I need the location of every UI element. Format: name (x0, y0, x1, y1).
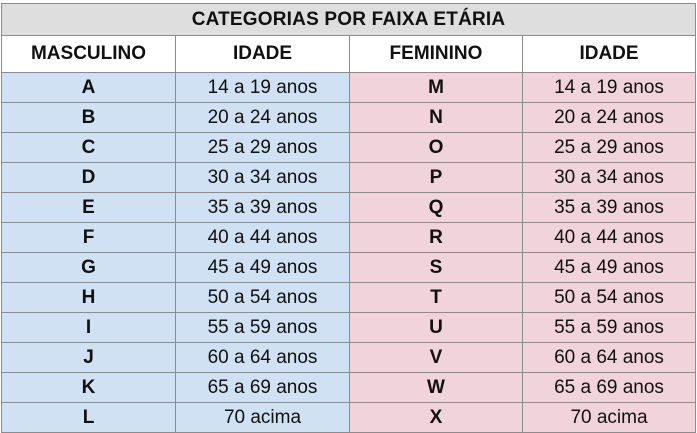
female-category-cell: Q (349, 192, 523, 223)
header-feminino: FEMININO (349, 35, 523, 73)
male-category-cell: G (1, 252, 176, 283)
female-age-cell: 65 a 69 anos (521, 372, 697, 403)
female-age-cell: 14 a 19 anos (521, 72, 697, 103)
male-category-cell: B (1, 102, 176, 133)
male-category-cell: J (1, 342, 176, 373)
male-category-cell: L (1, 402, 176, 433)
table-row: D 30 a 34 anos P 30 a 34 anos (1, 162, 697, 193)
male-category-cell: E (1, 192, 176, 223)
header-idade-feminino: IDADE (521, 35, 697, 73)
female-category-cell: W (349, 372, 523, 403)
male-age-cell: 55 a 59 anos (175, 312, 350, 343)
table-row: L 70 acima X 70 acima (1, 402, 697, 433)
female-age-cell: 20 a 24 anos (521, 102, 697, 133)
male-category-cell: C (1, 132, 176, 163)
female-category-cell: V (349, 342, 523, 373)
table-row: C 25 a 29 anos O 25 a 29 anos (1, 132, 697, 163)
male-category-cell: H (1, 282, 176, 313)
female-age-cell: 50 a 54 anos (521, 282, 697, 313)
female-category-cell: U (349, 312, 523, 343)
male-age-cell: 14 a 19 anos (175, 72, 350, 103)
table-row: F 40 a 44 anos R 40 a 44 anos (1, 222, 697, 253)
table-row: H 50 a 54 anos T 50 a 54 anos (1, 282, 697, 313)
table-row: B 20 a 24 anos N 20 a 24 anos (1, 102, 697, 133)
female-age-cell: 45 a 49 anos (521, 252, 697, 283)
female-age-cell: 55 a 59 anos (521, 312, 697, 343)
male-age-cell: 40 a 44 anos (175, 222, 350, 253)
male-category-cell: K (1, 372, 176, 403)
male-age-cell: 65 a 69 anos (175, 372, 350, 403)
male-age-cell: 25 a 29 anos (175, 132, 350, 163)
female-category-cell: S (349, 252, 523, 283)
male-age-cell: 45 a 49 anos (175, 252, 350, 283)
header-idade-masculino: IDADE (175, 35, 350, 73)
male-age-cell: 30 a 34 anos (175, 162, 350, 193)
male-category-cell: A (1, 72, 176, 103)
male-age-cell: 50 a 54 anos (175, 282, 350, 313)
female-category-cell: R (349, 222, 523, 253)
age-category-table: CATEGORIAS POR FAIXA ETÁRIA MASCULINO ID… (0, 3, 697, 433)
female-age-cell: 70 acima (521, 402, 697, 433)
male-age-cell: 70 acima (175, 402, 350, 433)
female-category-cell: N (349, 102, 523, 133)
female-age-cell: 40 a 44 anos (521, 222, 697, 253)
table-row: G 45 a 49 anos S 45 a 49 anos (1, 252, 697, 283)
table-row: K 65 a 69 anos W 65 a 69 anos (1, 372, 697, 403)
female-category-cell: X (349, 402, 523, 433)
female-category-cell: O (349, 132, 523, 163)
table-row: A 14 a 19 anos M 14 a 19 anos (1, 72, 697, 103)
female-age-cell: 35 a 39 anos (521, 192, 697, 223)
table-title: CATEGORIAS POR FAIXA ETÁRIA (0, 3, 697, 36)
male-category-cell: I (1, 312, 176, 343)
table-row: E 35 a 39 anos Q 35 a 39 anos (1, 192, 697, 223)
table-body: A 14 a 19 anos M 14 a 19 anos B 20 a 24 anos N… (1, 72, 697, 433)
header-row: MASCULINO IDADE FEMININO IDADE (1, 35, 697, 73)
title-row: CATEGORIAS POR FAIXA ETÁRIA (0, 3, 697, 36)
female-category-cell: P (349, 162, 523, 193)
female-age-cell: 25 a 29 anos (521, 132, 697, 163)
table-row: I 55 a 59 anos U 55 a 59 anos (1, 312, 697, 343)
male-category-cell: D (1, 162, 176, 193)
header-masculino: MASCULINO (1, 35, 176, 73)
male-age-cell: 20 a 24 anos (175, 102, 350, 133)
female-category-cell: M (349, 72, 523, 103)
male-age-cell: 60 a 64 anos (175, 342, 350, 373)
female-category-cell: T (349, 282, 523, 313)
female-age-cell: 30 a 34 anos (521, 162, 697, 193)
male-age-cell: 35 a 39 anos (175, 192, 350, 223)
table-row: J 60 a 64 anos V 60 a 64 anos (1, 342, 697, 373)
female-age-cell: 60 a 64 anos (521, 342, 697, 373)
male-category-cell: F (1, 222, 176, 253)
